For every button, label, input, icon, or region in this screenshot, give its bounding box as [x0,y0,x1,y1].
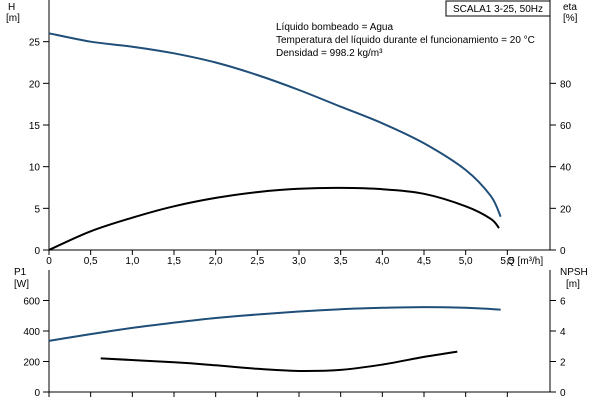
npsh-curve [100,350,458,373]
q-tick-label: 5,5 [500,256,514,267]
npsh-tick-label: 4 [560,327,566,338]
q-tick-label: 3,5 [334,256,348,267]
eta-tick-label: 0 [560,246,566,257]
h-tick-label: 25 [29,38,41,49]
q-tick-label: 0 [46,256,52,267]
q-tick-label: 5,0 [459,256,473,267]
eta-tick-label: 60 [560,121,572,132]
q-tick-label: 4,5 [417,256,431,267]
p1-tick-label: 600 [23,297,40,308]
npsh-tick-label: 0 [560,388,566,399]
head-efficiency-axes: 0 5 10 15 20 25 0 20 40 60 80 0 0,5 1,0 1,5 2,0 2,5 3,0 3,… [29,0,572,267]
q-tick-label: 3,0 [292,256,306,267]
p1-tick-label: 200 [23,358,40,369]
eta-tick-label: 80 [560,79,572,90]
eta-unit-bracket: [%] [563,13,578,24]
h-unit-label: H [8,2,15,13]
chart-title: SCALA1 3-25, 50Hz [453,4,543,15]
eta-tick-label: 20 [560,204,572,215]
curve-layer [48,32,502,373]
p1-tick-label: 0 [34,388,40,399]
q-tick-label: 1,5 [167,256,181,267]
p1-unit-bracket: [W] [14,279,29,290]
q-tick-label: 2,0 [209,256,223,267]
h-tick-label: 10 [29,163,41,174]
q-tick-label: 1,0 [125,256,139,267]
annotation-density: Densidad = 998.2 kg/m³ [276,48,383,59]
eta-tick-label: 40 [560,163,572,174]
npsh-unit-label: NPSH [560,267,588,278]
annotation-temperature: Temperatura del líquido durante el funci… [276,35,535,46]
efficiency-curve [48,186,500,251]
h-unit-bracket: [m] [6,13,20,24]
power-npsh-axes: 0 200 400 600 0 2 4 6 [23,270,566,399]
annotation-liquid: Líquido bombeado = Agua [276,22,393,33]
p1-tick-label: 400 [23,327,40,338]
q-axis-label: Q [m³/h] [507,256,543,267]
npsh-tick-label: 6 [560,297,566,308]
p1-unit-label: P1 [14,267,27,278]
npsh-unit-bracket: [m] [566,279,580,290]
q-tick-label: 4,0 [375,256,389,267]
h-tick-label: 15 [29,121,41,132]
eta-unit-label: eta [563,2,577,13]
q-tick-label: 0,5 [84,256,98,267]
h-tick-label: 0 [34,246,40,257]
h-tick-label: 20 [29,79,41,90]
head-curve [48,32,502,218]
power-p1-curve [48,306,501,342]
h-tick-label: 5 [34,204,40,215]
npsh-tick-label: 2 [560,358,566,369]
q-tick-label: 2,5 [250,256,264,267]
